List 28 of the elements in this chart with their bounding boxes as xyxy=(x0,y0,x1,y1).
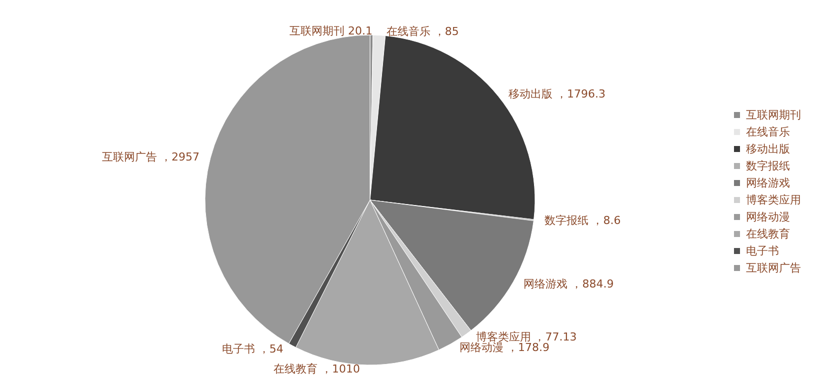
data-label: ，2957 xyxy=(160,150,200,164)
slice-label: 在线音乐 xyxy=(386,24,430,38)
data-label: ，54 xyxy=(258,342,284,356)
legend-label: 电子书 xyxy=(746,244,779,258)
slice-label: 移动出版 xyxy=(508,87,552,100)
data-label: ，884.9 xyxy=(571,277,614,290)
legend-label: 网络游戏 xyxy=(746,176,790,190)
legend-label: 博客类应用 xyxy=(746,194,801,206)
legend-label: 在线音乐 xyxy=(746,126,790,138)
data-label: 20.1 xyxy=(348,24,373,38)
data-label: ，1010 xyxy=(321,362,360,376)
data-label: ，1796.3 xyxy=(556,87,606,100)
slice-label: 电子书 xyxy=(222,342,255,356)
slice-label: 互联网广告 xyxy=(102,150,158,164)
data-label: ，8.6 xyxy=(592,214,621,228)
slice-label: 网络游戏 xyxy=(524,277,568,290)
slice-label: 网络动漫 xyxy=(460,340,504,354)
legend-label: 互联网期刊 xyxy=(746,108,801,122)
legend-label: 移动出版 xyxy=(746,142,790,156)
legend-label: 在线教育 xyxy=(746,228,790,240)
slice-label: 数字报纸 xyxy=(544,214,589,228)
legend-label: 网络动漫 xyxy=(746,210,790,224)
data-label: ，77.13 xyxy=(534,330,577,344)
data-label: ，85 xyxy=(434,24,459,38)
legend-label: 互联网广告 xyxy=(746,262,801,274)
legend-label: 数字报纸 xyxy=(746,160,790,172)
slice-label: 互联网期刊 xyxy=(290,24,345,38)
slice-label: 在线教育 xyxy=(274,362,318,376)
